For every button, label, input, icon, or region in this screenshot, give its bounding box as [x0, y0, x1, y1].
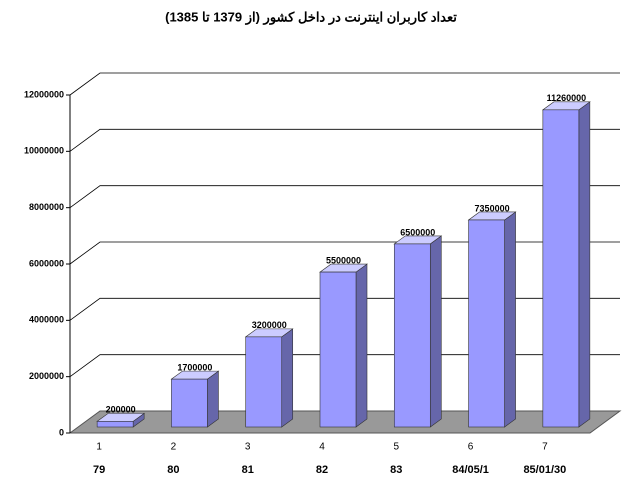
x-tick-number: 1 — [96, 442, 102, 453]
bar — [97, 421, 133, 427]
grid-line — [70, 186, 620, 208]
grid-line — [70, 73, 620, 95]
x-tick-label: 80 — [167, 464, 179, 476]
bar — [469, 220, 505, 427]
x-tick-number: 2 — [171, 442, 177, 453]
bar — [246, 337, 282, 427]
x-tick-label: 81 — [242, 464, 254, 476]
x-tick-label: 79 — [93, 464, 105, 476]
bar-side — [356, 264, 367, 427]
y-tick-label: 6000000 — [29, 258, 64, 268]
value-label: 6500000 — [400, 227, 435, 237]
value-label: 200000 — [106, 405, 136, 415]
y-tick-label: 8000000 — [29, 202, 64, 212]
x-tick-number: 5 — [394, 442, 400, 453]
value-label: 3200000 — [252, 320, 287, 330]
x-tick-number: 6 — [468, 442, 474, 453]
bar — [394, 244, 430, 427]
bar-side — [207, 371, 218, 427]
x-tick-label: 82 — [316, 464, 328, 476]
grid-line — [70, 129, 620, 151]
x-tick-label: 85/01/30 — [523, 464, 566, 476]
y-tick-label: 0 — [59, 427, 64, 437]
value-label: 5500000 — [326, 255, 361, 265]
bar-side — [282, 329, 293, 427]
value-label: 1700000 — [177, 362, 212, 372]
chart-title: تعداد کاربران اینترنت در داخل کشور (از 1… — [165, 9, 457, 25]
y-tick-label: 10000000 — [24, 146, 64, 156]
x-tick-label: 83 — [390, 464, 402, 476]
bar-side — [505, 212, 516, 427]
x-tick-number: 3 — [245, 442, 251, 453]
y-tick-label: 2000000 — [29, 371, 64, 381]
x-tick-label: 84/05/1 — [452, 464, 489, 476]
bar — [543, 110, 579, 427]
bar — [320, 272, 356, 427]
value-label: 7350000 — [475, 203, 510, 213]
bar-side — [430, 236, 441, 427]
chart: تعداد کاربران اینترنت در داخل کشور (از 1… — [0, 0, 623, 480]
x-tick-number: 7 — [542, 442, 548, 453]
bar-side — [579, 102, 590, 427]
x-tick-number: 4 — [319, 442, 325, 453]
bar — [171, 379, 207, 427]
y-tick-label: 12000000 — [24, 89, 64, 99]
value-label: 11260000 — [547, 93, 587, 103]
y-tick-label: 4000000 — [29, 315, 64, 325]
